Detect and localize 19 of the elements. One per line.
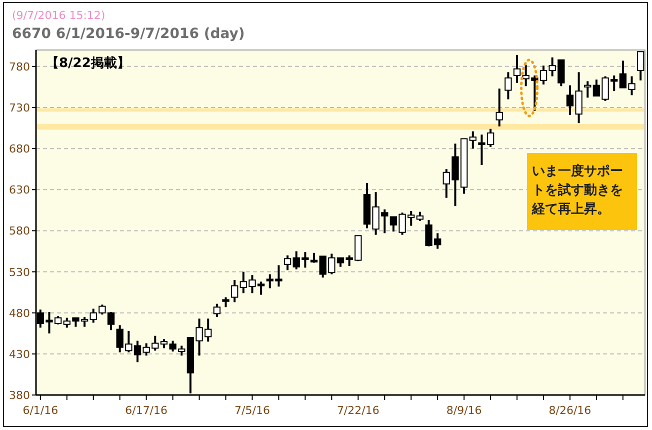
title: 6670 6/1/2016-9/7/2016 (day) (12, 26, 245, 42)
y-tick-label: 480 (9, 306, 30, 320)
x-tick-label: 8/9/16 (446, 404, 482, 417)
x-tick-label: 7/5/16 (234, 404, 270, 417)
y-tick-label: 680 (9, 142, 30, 156)
y-tick-label: 630 (9, 184, 30, 197)
x-tick-label: 7/22/16 (336, 404, 380, 417)
x-tick-label: 6/1/16 (22, 404, 58, 417)
y-tick-label: 730 (9, 102, 30, 114)
x-tick-label: 6/17/16 (125, 404, 168, 417)
annotation: いま一度サポートを試す動きを経て再上昇。 (527, 153, 637, 230)
y-tick-label: 430 (9, 348, 30, 361)
subtitle: (9/7/2016 15:12) (12, 9, 106, 22)
y-tick-label: 530 (9, 266, 30, 279)
y-tick-label: 580 (9, 224, 30, 238)
y-tick-label: 780 (9, 60, 30, 74)
x-tick-label: 8/26/16 (548, 404, 592, 417)
y-tick-label: 380 (9, 389, 30, 402)
annotation: 【8/22掲載】 (46, 55, 130, 72)
